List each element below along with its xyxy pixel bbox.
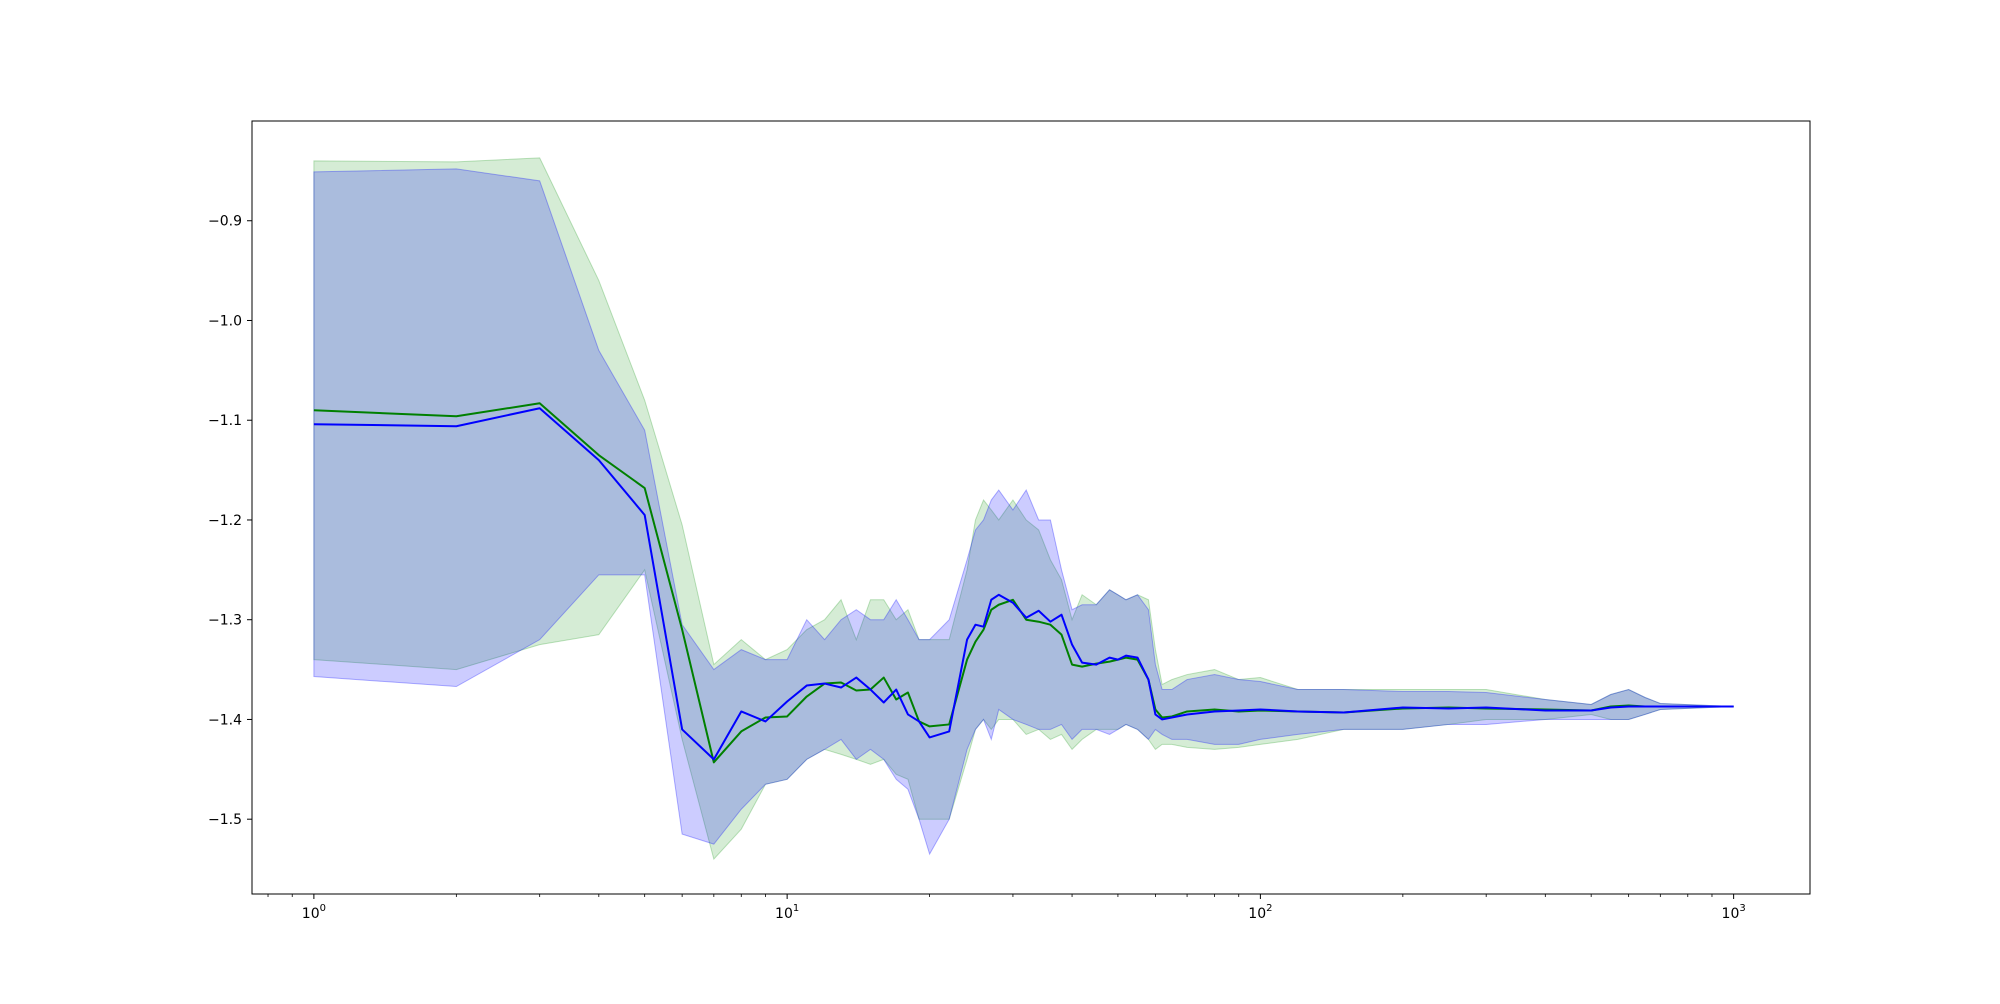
series-lines <box>313 402 1734 764</box>
y-tick-label-2: −1.1 <box>208 413 242 429</box>
y-tick-label-3: −1.2 <box>208 513 242 529</box>
series-1-band <box>313 157 1734 861</box>
y-tick-label-4: −1.3 <box>208 613 242 629</box>
x-tick-label-0: 100 <box>302 903 326 922</box>
x-tick-label-2: 102 <box>1248 903 1272 922</box>
series-2-line <box>313 407 1734 761</box>
y-tick-label-0: −0.9 <box>208 214 242 230</box>
plot-frame <box>251 120 1811 895</box>
y-tick-label-1: −1.0 <box>208 313 242 329</box>
y-tick-label-5: −1.4 <box>208 712 242 728</box>
series-2-band <box>313 168 1734 856</box>
y-tick-label-6: −1.5 <box>208 812 242 828</box>
confidence-bands <box>313 157 1734 861</box>
x-tick-label-3: 103 <box>1722 903 1746 922</box>
x-tick-label-1: 101 <box>775 903 799 922</box>
axes: 100 101 102 103 −0.9 −1.0 −1.1 −1.2 −1.3 −1.4 −1.5 <box>208 120 1811 922</box>
